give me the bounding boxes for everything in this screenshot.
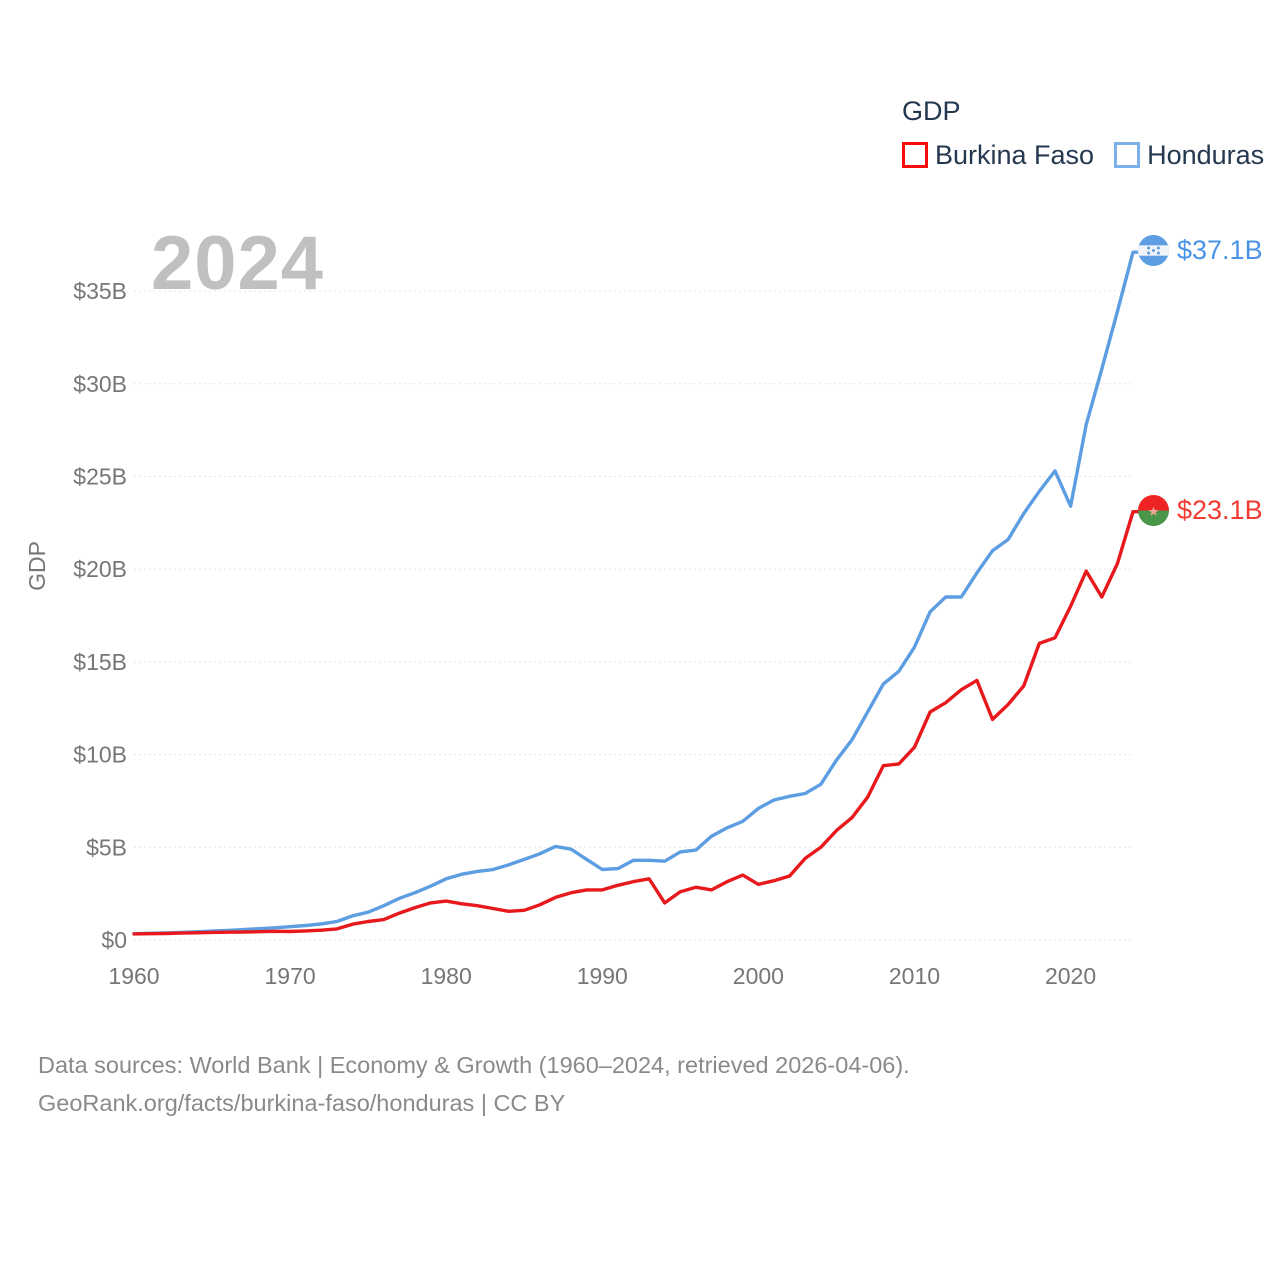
footer-sources-line: Data sources: World Bank | Economy & Gro… [38,1052,910,1078]
legend-item-label: Burkina Faso [935,139,1095,170]
burkina-faso-swatch-icon [902,142,928,169]
x-axis-tick-label: 1990 [577,963,628,989]
footer-attribution-line: GeoRank.org/facts/burkina-faso/honduras … [38,1090,566,1116]
legend-item-honduras[interactable]: Honduras [1114,140,1264,171]
honduras-flag-icon [1138,234,1169,266]
x-axis-tick-label: 1960 [108,963,159,989]
y-axis-tick-label: $15B [73,649,127,675]
honduras-line[interactable] [132,250,1143,936]
x-axis-tick-label: 2020 [1045,963,1096,989]
legend: GDP Burkina Faso Honduras [902,96,1264,171]
x-axis-tick-label: 1980 [421,963,472,989]
burkina-faso-end-value: $23.1B [1177,494,1263,525]
y-axis-title: GDP [24,541,50,591]
honduras-end-value: $37.1B [1177,234,1263,265]
x-axis-tick-label: 2010 [889,963,940,989]
y-axis-tick-label: $5B [86,834,127,860]
year-watermark: 2024 [151,221,325,306]
burkina-faso-line[interactable] [132,510,1143,936]
honduras-end-label: $37.1B [1138,234,1263,266]
honduras-swatch-icon [1114,142,1141,169]
y-axis-tick-label: $20B [73,556,127,582]
burkina-faso-flag-icon [1138,494,1169,526]
legend-item-burkina-faso[interactable]: Burkina Faso [902,140,1094,171]
burkina-faso-end-label: $23.1B [1138,494,1263,526]
footer: Data sources: World Bank | Economy & Gro… [38,1046,910,1122]
y-axis-tick-label: $0 [101,927,127,953]
x-axis-tick-label: 2000 [733,963,784,989]
y-axis-tick-label: $30B [73,371,127,397]
legend-items: Burkina Faso Honduras [902,140,1264,171]
y-axis-tick-label: $10B [73,742,127,768]
legend-item-label: Honduras [1147,139,1265,170]
y-axis-tick-label: $25B [73,464,127,490]
legend-title: GDP [902,96,961,126]
x-axis-tick-label: 1970 [265,963,316,989]
y-axis-tick-label: $35B [73,278,127,304]
